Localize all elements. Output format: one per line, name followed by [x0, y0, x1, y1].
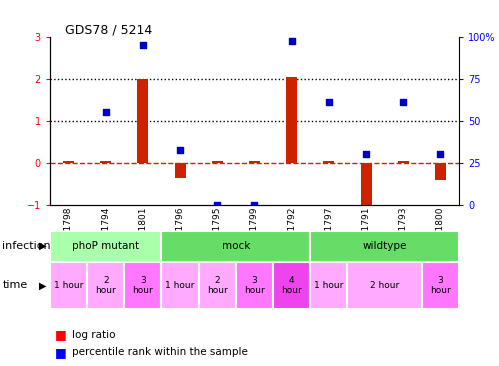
Bar	[63, 161, 74, 163]
Bar	[435, 163, 446, 180]
Bar	[50, 231, 162, 262]
Bar	[347, 262, 422, 309]
Bar	[137, 79, 149, 163]
Bar	[236, 262, 273, 309]
Text: 3
hour: 3 hour	[244, 276, 265, 295]
Bar	[323, 161, 334, 163]
Bar	[310, 231, 459, 262]
Text: percentile rank within the sample: percentile rank within the sample	[72, 347, 248, 357]
Bar	[100, 161, 111, 163]
Point	[250, 202, 258, 208]
Bar	[398, 161, 409, 163]
Bar	[212, 161, 223, 163]
Text: phoP mutant: phoP mutant	[72, 241, 139, 251]
Bar	[162, 262, 199, 309]
Text: 4
hour: 4 hour	[281, 276, 302, 295]
Bar	[50, 262, 87, 309]
Point	[399, 99, 407, 105]
Text: 1 hour: 1 hour	[165, 281, 195, 290]
Point	[139, 42, 147, 48]
Point	[176, 147, 184, 153]
Text: 1 hour: 1 hour	[314, 281, 344, 290]
Bar	[310, 262, 347, 309]
Bar	[124, 262, 162, 309]
Point	[213, 202, 221, 208]
Bar	[87, 262, 124, 309]
Text: 3
hour: 3 hour	[430, 276, 451, 295]
Text: infection: infection	[2, 241, 51, 251]
Point	[102, 109, 110, 115]
Text: 2
hour: 2 hour	[95, 276, 116, 295]
Text: mock: mock	[222, 241, 250, 251]
Point	[437, 152, 445, 157]
Text: time: time	[2, 280, 28, 291]
Text: ▶: ▶	[39, 241, 46, 251]
Text: 3
hour: 3 hour	[133, 276, 153, 295]
Bar	[175, 163, 186, 178]
Text: ■: ■	[55, 328, 67, 341]
Text: 2
hour: 2 hour	[207, 276, 228, 295]
Text: GDS78 / 5214: GDS78 / 5214	[65, 24, 152, 37]
Text: ■: ■	[55, 346, 67, 359]
Bar	[422, 262, 459, 309]
Point	[362, 151, 370, 157]
Text: 1 hour: 1 hour	[54, 281, 83, 290]
Text: ▶: ▶	[39, 280, 46, 291]
Text: 2 hour: 2 hour	[370, 281, 399, 290]
Point	[325, 99, 333, 105]
Text: log ratio: log ratio	[72, 330, 116, 340]
Bar	[249, 161, 260, 163]
Text: wildtype: wildtype	[362, 241, 407, 251]
Bar	[360, 163, 372, 205]
Bar	[199, 262, 236, 309]
Point	[288, 38, 296, 44]
Bar	[162, 231, 310, 262]
Bar	[273, 262, 310, 309]
Bar	[286, 76, 297, 163]
